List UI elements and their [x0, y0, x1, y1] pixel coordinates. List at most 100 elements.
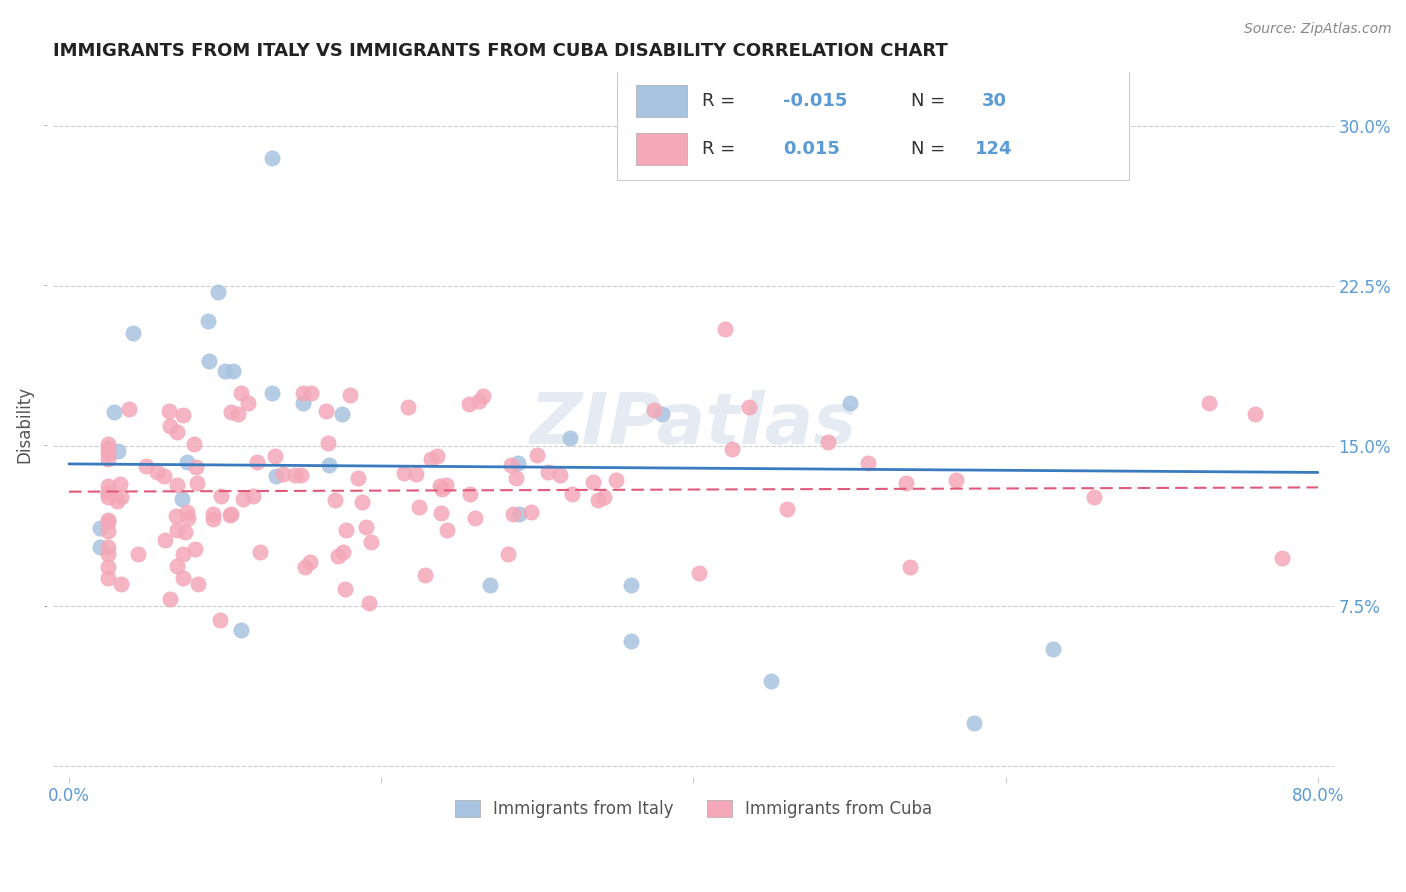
Text: IMMIGRANTS FROM ITALY VS IMMIGRANTS FROM CUBA DISABILITY CORRELATION CHART: IMMIGRANTS FROM ITALY VS IMMIGRANTS FROM…	[53, 42, 948, 60]
Point	[588, 493, 610, 508]
Point	[229, 385, 252, 400]
Point	[263, 450, 285, 464]
Point	[202, 512, 225, 526]
Point	[228, 407, 250, 421]
Point	[561, 487, 583, 501]
Point	[97, 442, 120, 456]
Point	[339, 388, 361, 402]
Point	[315, 403, 337, 417]
Point	[605, 473, 627, 487]
Point	[198, 353, 221, 368]
Point	[776, 501, 799, 516]
Point	[155, 533, 177, 548]
Point	[761, 673, 783, 688]
Point	[457, 397, 479, 411]
Point	[152, 468, 174, 483]
FancyBboxPatch shape	[617, 53, 1129, 180]
Point	[219, 508, 242, 523]
Point	[505, 471, 527, 485]
Point	[496, 547, 519, 561]
Text: R =: R =	[703, 139, 747, 158]
Point	[176, 505, 198, 519]
Point	[197, 314, 219, 328]
Point	[97, 513, 120, 527]
Text: ZIPatlas: ZIPatlas	[530, 390, 858, 459]
Point	[166, 478, 188, 492]
Point	[166, 425, 188, 439]
Point	[817, 434, 839, 449]
Point	[103, 404, 125, 418]
Point	[1271, 551, 1294, 566]
Point	[738, 401, 761, 415]
Point	[110, 491, 132, 505]
Point	[471, 389, 494, 403]
Text: R =: R =	[703, 92, 741, 110]
Point	[330, 407, 353, 421]
Point	[499, 458, 522, 472]
Point	[560, 431, 582, 445]
Point	[97, 571, 120, 585]
Point	[856, 456, 879, 470]
Point	[284, 467, 307, 482]
Y-axis label: Disability: Disability	[15, 386, 32, 463]
Point	[332, 545, 354, 559]
Point	[290, 468, 312, 483]
Point	[97, 446, 120, 460]
Point	[97, 490, 120, 504]
Point	[298, 555, 321, 569]
Point	[186, 476, 208, 491]
Point	[352, 494, 374, 508]
Text: -0.015: -0.015	[783, 92, 848, 110]
Point	[172, 408, 194, 422]
Point	[413, 568, 436, 582]
Point	[294, 559, 316, 574]
Point	[186, 459, 208, 474]
Point	[620, 578, 643, 592]
Text: N =: N =	[911, 139, 950, 158]
Point	[207, 285, 229, 300]
Point	[107, 443, 129, 458]
Point	[502, 507, 524, 521]
Point	[105, 494, 128, 508]
Point	[97, 547, 120, 561]
Point	[359, 596, 381, 610]
Point	[201, 507, 224, 521]
Legend: Immigrants from Italy, Immigrants from Cuba: Immigrants from Italy, Immigrants from C…	[449, 793, 939, 825]
Point	[89, 521, 111, 535]
Text: Source: ZipAtlas.com: Source: ZipAtlas.com	[1244, 22, 1392, 37]
Point	[260, 385, 283, 400]
Point	[97, 437, 120, 451]
Point	[299, 385, 322, 400]
Point	[354, 520, 377, 534]
Point	[157, 404, 180, 418]
Point	[430, 482, 453, 496]
Point	[219, 507, 242, 521]
Point	[121, 326, 143, 340]
Point	[187, 576, 209, 591]
Point	[214, 364, 236, 378]
Point	[209, 489, 232, 503]
Point	[537, 465, 560, 479]
Point	[548, 468, 571, 483]
Point	[526, 448, 548, 462]
Point	[419, 451, 441, 466]
Point	[110, 577, 132, 591]
Point	[894, 476, 917, 491]
Point	[229, 623, 252, 637]
Point	[396, 400, 419, 414]
Point	[464, 511, 486, 525]
Point	[97, 486, 120, 500]
Point	[219, 405, 242, 419]
FancyBboxPatch shape	[636, 133, 688, 165]
Point	[519, 505, 541, 519]
Point	[1244, 407, 1267, 421]
Point	[264, 468, 287, 483]
Point	[97, 486, 120, 500]
Point	[238, 396, 260, 410]
Point	[468, 394, 491, 409]
Point	[479, 578, 502, 592]
Text: 30: 30	[981, 92, 1007, 110]
Point	[172, 571, 194, 585]
Point	[508, 508, 530, 522]
Point	[318, 458, 340, 472]
